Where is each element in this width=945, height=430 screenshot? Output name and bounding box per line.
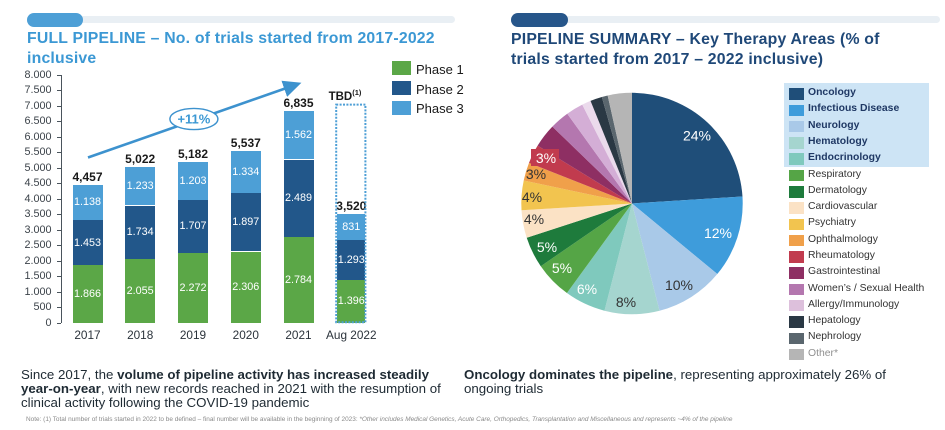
svg-text:3%: 3% <box>526 166 546 182</box>
svg-text:3%: 3% <box>536 150 556 166</box>
svg-text:4%: 4% <box>524 211 544 227</box>
svg-text:+11%: +11% <box>177 112 210 127</box>
svg-text:4%: 4% <box>522 189 542 205</box>
svg-text:10%: 10% <box>665 277 693 293</box>
svg-text:5%: 5% <box>537 239 557 255</box>
svg-text:24%: 24% <box>683 128 711 144</box>
svg-text:12%: 12% <box>704 225 732 241</box>
svg-text:5%: 5% <box>552 260 572 276</box>
svg-text:6%: 6% <box>577 281 597 297</box>
svg-text:8%: 8% <box>616 294 636 310</box>
